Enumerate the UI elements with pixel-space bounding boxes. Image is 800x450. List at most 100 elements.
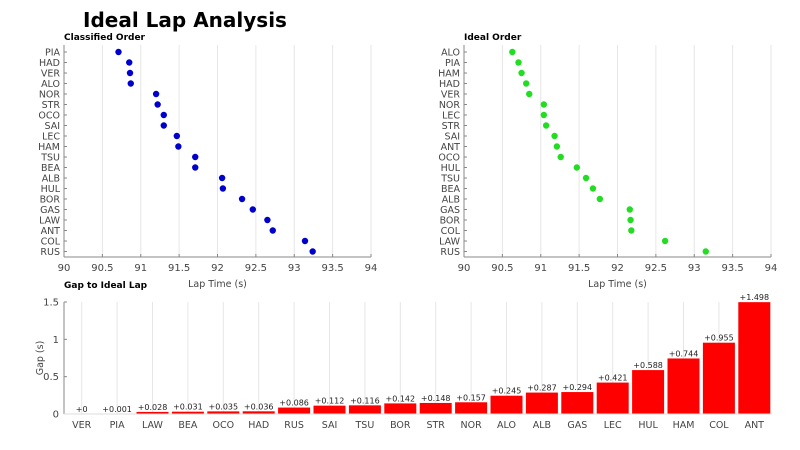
y-tick-label: STR	[42, 100, 61, 111]
x-tick-label: 93.5	[321, 263, 343, 274]
x-tick-label: BEA	[178, 420, 198, 431]
data-point	[126, 69, 134, 77]
bar-value-label: +0.116	[350, 396, 380, 405]
data-point	[115, 48, 122, 56]
data-point	[702, 248, 709, 255]
y-tick-label: HUL	[41, 184, 61, 195]
y-tick-label: RUS	[40, 247, 60, 258]
x-tick-label: 90	[58, 263, 71, 274]
x-axis-label: Lap Time (s)	[188, 279, 247, 290]
data-point	[126, 59, 133, 66]
y-tick-label: BOR	[40, 195, 61, 206]
y-tick-label: OCO	[438, 153, 460, 164]
y-tick-label: RUS	[440, 247, 460, 258]
bar-value-label: +0.112	[315, 397, 345, 406]
y-tick-label: 0	[53, 410, 59, 421]
data-point	[589, 185, 597, 192]
data-point	[152, 90, 160, 98]
gap-bar	[419, 402, 452, 414]
x-tick-label: 92.5	[245, 263, 267, 274]
y-tick-label: HUL	[441, 163, 461, 174]
data-point	[526, 90, 533, 98]
gap-bar	[667, 358, 700, 414]
x-tick-label: LAW	[142, 420, 163, 431]
y-tick-label: LAW	[39, 216, 60, 227]
gap-bar	[525, 392, 558, 414]
bar-value-label: +0.148	[421, 394, 451, 403]
data-point	[160, 111, 167, 119]
y-tick-label: HAD	[39, 58, 60, 69]
x-tick-label: 90.5	[91, 263, 113, 274]
x-tick-label: 91.5	[568, 263, 590, 274]
x-tick-label: 91.5	[168, 263, 190, 274]
bar-value-label: +0.955	[704, 334, 734, 343]
y-tick-label: 1	[53, 335, 59, 346]
y-tick-label: STR	[442, 121, 461, 132]
x-tick-label: BOR	[390, 420, 411, 431]
bar-value-label: +0.035	[208, 402, 238, 411]
x-tick-label: 91	[134, 263, 147, 274]
y-tick-label: ANT	[41, 226, 61, 237]
figure-title: Ideal Lap Analysis	[83, 8, 287, 32]
x-tick-label: 93	[688, 263, 701, 274]
x-tick-label: NOR	[461, 420, 483, 431]
x-tick-label: LEC	[604, 420, 622, 431]
x-tick-label: 92	[611, 263, 624, 274]
data-point	[264, 216, 271, 224]
x-tick-label: RUS	[284, 420, 304, 431]
bar-value-label: +0.245	[492, 387, 522, 396]
x-axis-label: Lap Time (s)	[588, 279, 647, 290]
data-point	[127, 80, 134, 87]
data-point	[301, 237, 309, 245]
data-point	[160, 122, 167, 129]
data-point	[582, 174, 590, 182]
y-tick-label: VER	[41, 69, 61, 80]
bar-value-label: +0.142	[385, 394, 415, 403]
x-tick-label: COL	[709, 420, 729, 431]
data-point	[219, 185, 227, 192]
data-point	[573, 164, 581, 171]
y-tick-label: HAM	[438, 69, 460, 80]
gap-bar	[313, 405, 346, 414]
y-tick-label: ALO	[41, 79, 60, 90]
gap-bar	[278, 407, 311, 414]
data-point	[509, 48, 516, 56]
bar-value-label: +0.031	[173, 403, 203, 412]
ideal-order-plot: Ideal Order 90 90.5 91 91.5 92 92.5 93 93.5 94 Lap…	[438, 33, 777, 290]
y-tick-label: PIA	[45, 48, 61, 59]
y-tick-label: NOR	[39, 90, 61, 101]
y-tick-label: 0.5	[43, 372, 59, 383]
bar-value-label: +0.028	[138, 403, 168, 412]
x-tick-label: SAI	[322, 420, 338, 431]
gap-bar	[702, 342, 735, 414]
y-tick-label: SAI	[444, 132, 460, 143]
x-tick-label: ALB	[533, 420, 551, 431]
data-point	[269, 227, 276, 234]
gap-bar	[490, 395, 523, 414]
data-point	[661, 237, 669, 245]
y-tick-label: LEC	[442, 111, 460, 122]
y-tick-label: BOR	[440, 216, 461, 227]
y-tick-label: PIA	[445, 58, 461, 69]
x-tick-label: ANT	[745, 420, 765, 431]
x-tick-label: 91	[534, 263, 547, 274]
y-tick-label: GAS	[40, 205, 60, 216]
x-tick-label: 92.5	[645, 263, 667, 274]
y-tick-label: GAS	[440, 205, 460, 216]
bar-value-label: +0.287	[527, 384, 557, 393]
x-tick-label: GAS	[567, 420, 587, 431]
gap-bar	[171, 411, 204, 414]
y-tick-label: ALB	[42, 174, 60, 185]
x-tick-label: OCO	[213, 420, 235, 431]
y-tick-label: COL	[441, 226, 461, 237]
data-point	[154, 101, 161, 108]
data-point	[515, 59, 522, 66]
data-point	[551, 132, 558, 140]
gap-bar	[242, 411, 275, 414]
bar-value-label: +1.498	[739, 293, 769, 302]
data-point	[192, 153, 199, 161]
classified-order-plot: Classified Order 90 90.5 91 91.5 92 92.5 93 93.5…	[38, 33, 377, 290]
y-axis-label: Gap (s)	[35, 341, 46, 376]
data-point	[627, 216, 634, 224]
